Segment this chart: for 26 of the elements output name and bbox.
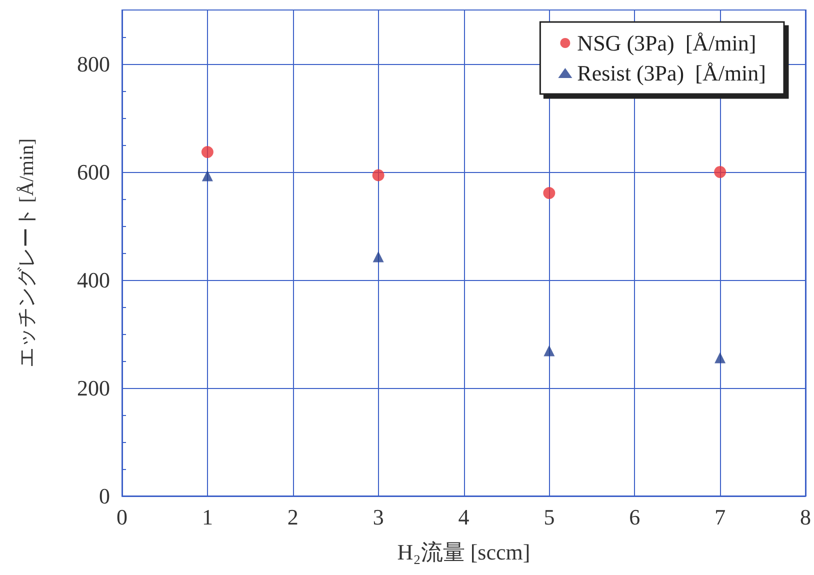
legend-label: NSG (3Pa) [Å/min] — [577, 30, 756, 56]
x-tick-label: 5 — [544, 504, 555, 530]
x-tick-label: 4 — [458, 504, 470, 530]
y-tick-label: 0 — [99, 484, 110, 508]
x-tick-label: 3 — [372, 504, 384, 530]
legend-label: Resist (3Pa) [Å/min] — [577, 60, 766, 86]
y-axis-title: エッチングレート [Å/min] — [16, 138, 38, 368]
y-tick-label: 600 — [77, 160, 110, 184]
x-axis-title: H₂流量 [sccm] — [397, 540, 530, 564]
x-tick-label: 0 — [116, 504, 128, 530]
x-tick-label: 1 — [202, 504, 213, 530]
x-tick-label: 6 — [629, 504, 640, 530]
point — [372, 251, 384, 262]
x-tick-label: 7 — [714, 504, 726, 530]
y-tick-label: 800 — [77, 52, 110, 76]
point — [372, 169, 384, 182]
x-tick-label: 8 — [800, 504, 811, 530]
y-tick-label: 400 — [77, 268, 110, 292]
point — [714, 352, 726, 364]
point — [201, 146, 214, 158]
point — [714, 166, 726, 178]
point — [544, 345, 555, 356]
x-tick-label: 2 — [287, 504, 298, 530]
point — [202, 170, 213, 182]
y-tick-label: 200 — [77, 376, 110, 400]
point — [543, 187, 556, 200]
